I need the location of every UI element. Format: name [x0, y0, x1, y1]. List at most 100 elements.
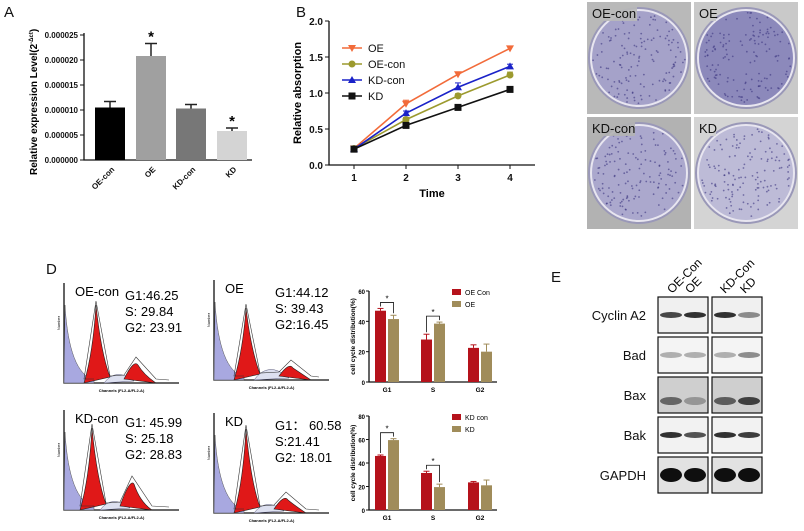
colony [767, 189, 770, 192]
x-tick-label: G1 [383, 387, 392, 394]
colony [630, 185, 633, 187]
blot-row-cyclin-a2: Cyclin A2 [592, 296, 763, 334]
band [714, 352, 736, 358]
colony [621, 140, 623, 143]
x-tick-label: KD [224, 165, 239, 180]
colony [723, 92, 726, 95]
colony [750, 78, 753, 81]
colony [767, 137, 770, 140]
colony [778, 167, 781, 170]
data-point [506, 45, 514, 53]
colony [622, 22, 625, 24]
colony [664, 79, 667, 82]
band [738, 312, 760, 318]
x-tick-label: S [431, 515, 436, 522]
colony [664, 89, 667, 91]
colony [625, 197, 628, 200]
colony [634, 156, 637, 159]
colony [727, 77, 729, 79]
colony [708, 39, 710, 42]
colony-stain [699, 126, 793, 220]
colony [760, 131, 763, 133]
significance-star: * [431, 308, 434, 317]
colony [644, 211, 647, 214]
colony [740, 99, 743, 102]
colony [598, 74, 601, 77]
colony [592, 59, 594, 62]
colony [642, 172, 645, 175]
colony [652, 138, 655, 141]
colony [767, 32, 770, 35]
colony [611, 191, 614, 193]
protein-label: Cyclin A2 [592, 308, 646, 323]
phase-value-s: S: 29.84 [125, 304, 173, 319]
colony-dish-oe-con: OE-con [587, 2, 691, 114]
colony [627, 69, 630, 71]
bar-oe-con [95, 107, 125, 160]
colony [631, 212, 634, 214]
colony [730, 204, 733, 207]
colony [619, 56, 622, 59]
histogram-outline [83, 300, 170, 381]
colony [648, 175, 651, 178]
colony-dish-kd: KD [694, 117, 798, 229]
colony [639, 83, 642, 85]
colony [778, 197, 781, 200]
colony [780, 166, 783, 169]
colony [706, 77, 709, 80]
colony [656, 51, 659, 54]
colony [613, 81, 616, 83]
legend-swatch [452, 301, 461, 307]
colony [756, 55, 758, 58]
colony [736, 17, 738, 20]
colony [737, 146, 740, 149]
blot-row-bad: Bad [623, 336, 763, 374]
band [738, 432, 760, 438]
colony [668, 188, 671, 190]
colony [749, 158, 752, 161]
colony [710, 35, 713, 38]
colony [640, 98, 643, 101]
y-tick-label: 40 [358, 462, 365, 468]
colony [722, 44, 725, 46]
phase-value-g2: G2:16.45 [275, 317, 329, 332]
phase-value-g2: G2: 28.83 [125, 447, 182, 462]
legend-marker [348, 92, 356, 100]
panel-label-d: D [46, 261, 57, 278]
colony [680, 71, 682, 73]
colony [668, 30, 670, 33]
colony [654, 144, 657, 146]
colony [727, 188, 730, 191]
colony [724, 55, 726, 58]
colony [754, 148, 756, 151]
y-tick-label: 0.000015 [45, 81, 79, 90]
colony [674, 61, 677, 64]
colony [722, 34, 725, 36]
colony [676, 41, 679, 44]
colony [712, 46, 715, 49]
colony [608, 91, 611, 94]
colony [788, 57, 790, 60]
colony [759, 29, 762, 32]
colony-stain [592, 126, 686, 220]
colony [742, 201, 745, 204]
x-tick-label: 1 [351, 173, 357, 184]
colony [622, 198, 625, 201]
colony [775, 187, 778, 190]
colony [626, 51, 629, 54]
colony [756, 128, 759, 131]
data-point [350, 145, 358, 153]
histogram-kd: Channels (FL2-A/FL2-A) Number KD G1： 60.58S… [206, 413, 342, 523]
data-point [402, 121, 410, 129]
bar-oe-con-s [421, 339, 432, 382]
colony [751, 133, 753, 136]
colony [764, 150, 767, 153]
colony [738, 177, 740, 179]
y-axis-label: Number [56, 315, 61, 330]
colony [675, 157, 677, 160]
colony [731, 95, 734, 98]
colony [765, 32, 768, 35]
colony [733, 133, 735, 136]
colony [640, 215, 643, 217]
colony [786, 75, 789, 78]
